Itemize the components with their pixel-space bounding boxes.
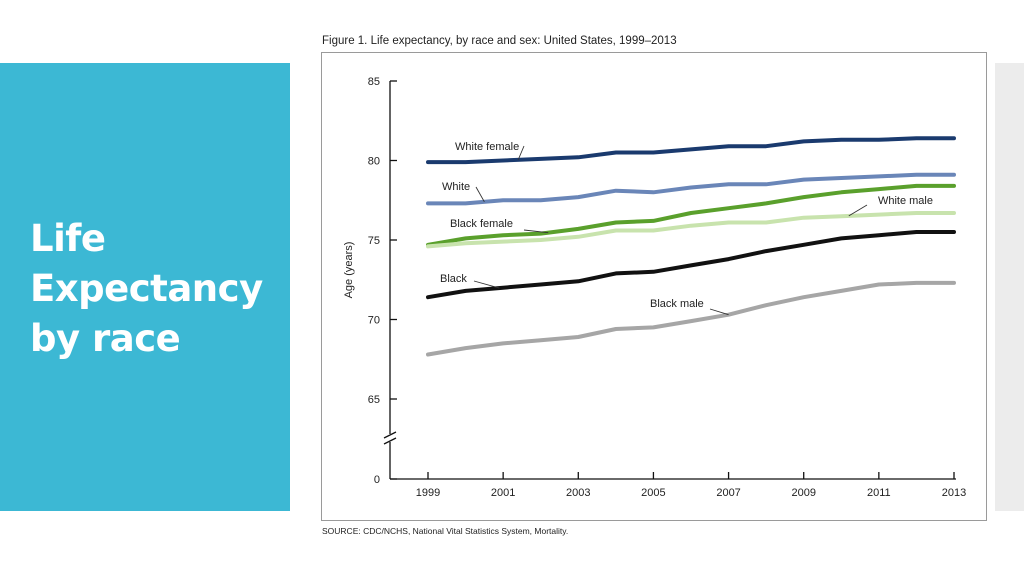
x-tick-label: 2003 [566, 487, 590, 499]
slide-title-line: Expectancy [30, 267, 263, 310]
series-label: Black [440, 273, 467, 285]
series-label: White female [455, 141, 519, 153]
slide-title-line: by race [30, 317, 181, 360]
chart-frame: 0 65 70 75 80 85 1999 2001 2003 2005 2007 2009 2011 2… [321, 52, 987, 521]
axis-break-mark [383, 437, 397, 445]
series-label: White [442, 181, 470, 193]
x-tick-label: 2013 [942, 487, 966, 499]
series-label-leader [517, 145, 525, 161]
x-tick-label: 2001 [491, 487, 515, 499]
source-note: SOURCE: CDC/NCHS, National Vital Statist… [322, 526, 569, 536]
slide-title: Life Expectancy by race [30, 214, 280, 364]
series-line [426, 211, 956, 249]
series-label-leader [709, 308, 729, 316]
x-tick-label: 2011 [867, 487, 891, 499]
x-tick-label: 2005 [641, 487, 665, 499]
series-label: White male [878, 195, 933, 207]
y-axis-label: Age (years) [343, 242, 355, 299]
y-tick-label: 75 [368, 235, 380, 247]
side-strip [995, 63, 1024, 511]
series-line [426, 230, 956, 300]
series-label-leader [523, 229, 549, 234]
y-tick-label: 65 [368, 394, 380, 406]
series-label-leader [473, 280, 500, 289]
axis-break-mark [383, 431, 397, 439]
y-tick-label: 85 [368, 76, 380, 88]
figure-title: Figure 1. Life expectancy, by race and s… [322, 35, 677, 47]
title-panel [0, 63, 290, 511]
series-label-leader [848, 204, 868, 217]
x-tick-label: 1999 [416, 487, 440, 499]
slide-title-line: Life [30, 217, 106, 260]
y-tick-label: 70 [368, 315, 380, 327]
y-tick-label: 0 [374, 474, 380, 486]
series-line [426, 172, 956, 206]
x-tick-label: 2009 [791, 487, 815, 499]
series-line [426, 280, 956, 357]
line-chart: 0 65 70 75 80 85 1999 2001 2003 2005 2007 2009 2011 2… [343, 76, 966, 499]
series-label: Black male [650, 298, 704, 310]
series-label-leader [475, 186, 485, 203]
series-label: Black female [450, 218, 513, 230]
series-line [426, 136, 956, 165]
x-tick-label: 2007 [716, 487, 740, 499]
series-line [426, 183, 956, 247]
y-tick-label: 80 [368, 156, 380, 168]
